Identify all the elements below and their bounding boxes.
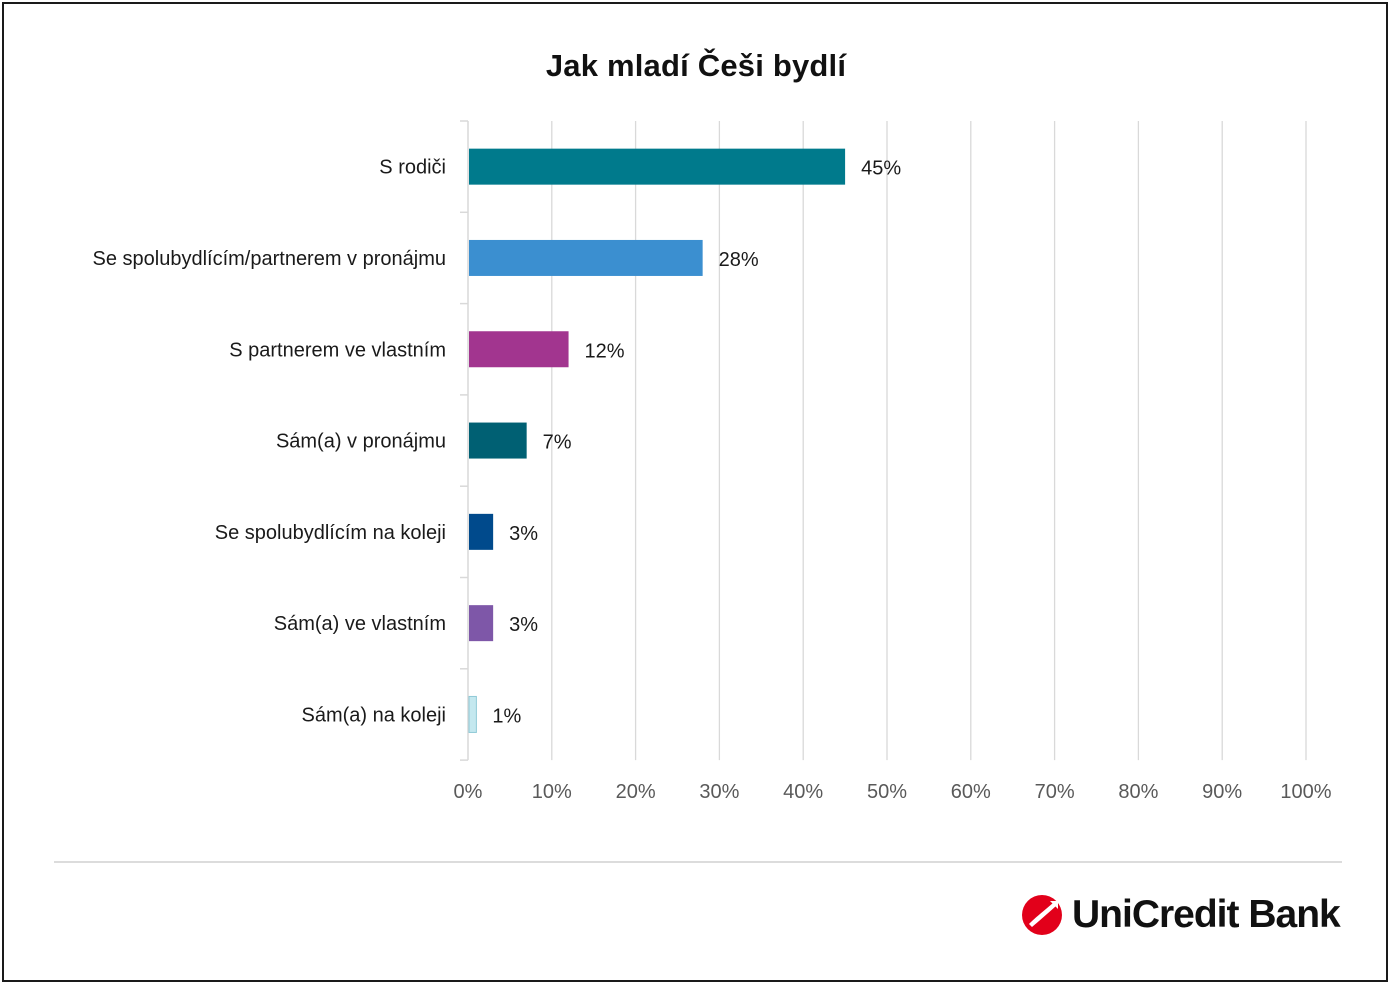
x-tick-label: 60% [951, 781, 991, 803]
data-label: 12% [585, 340, 625, 362]
x-tick-label: 20% [616, 781, 656, 803]
unicredit-logo-icon [1022, 895, 1062, 935]
labels: 0% 10% 20% 30% 40% 50% 60% 70% 80% 90% 100% S rodič… [93, 157, 1332, 803]
category-label: Sám(a) ve vlastním [274, 613, 446, 635]
x-tick-label: 80% [1118, 781, 1158, 803]
data-label: 45% [861, 158, 901, 180]
x-tick-label: 10% [532, 781, 572, 803]
x-tick-label: 30% [699, 781, 739, 803]
bar [469, 148, 846, 185]
bar [469, 239, 703, 276]
x-tick-label: 70% [1035, 781, 1075, 803]
x-tick-label: 0% [454, 781, 483, 803]
bar [469, 331, 569, 368]
data-label: 1% [492, 705, 521, 727]
category-label: Se spolubydlícím/partnerem v pronájmu [93, 248, 447, 270]
chart-title: Jak mladí Češi bydlí [545, 48, 847, 83]
data-label: 3% [509, 614, 538, 636]
category-label: Sám(a) v pronájmu [276, 431, 446, 453]
bar [469, 513, 494, 550]
x-tick-label: 40% [783, 781, 823, 803]
category-label: S partnerem ve vlastním [229, 339, 446, 361]
x-tick-label: 50% [867, 781, 907, 803]
bar [468, 695, 477, 733]
bars [468, 148, 846, 733]
data-label: 28% [719, 249, 759, 271]
y-axis [460, 120, 469, 761]
data-label: 3% [509, 523, 538, 545]
bar [469, 422, 527, 459]
x-tick-label: 90% [1202, 781, 1242, 803]
logo-text: UniCredit Bank [1072, 893, 1341, 936]
unicredit-logo: UniCredit Bank [1020, 892, 1341, 938]
category-label: S rodiči [379, 157, 446, 179]
footer-divider [54, 861, 1342, 863]
gridlines [551, 121, 1307, 761]
data-label: 7% [543, 432, 572, 454]
category-label: Sám(a) na koleji [301, 704, 446, 726]
x-tick-label: 100% [1280, 781, 1331, 803]
category-label: Se spolubydlícím na koleji [215, 522, 446, 544]
bar [469, 605, 494, 642]
